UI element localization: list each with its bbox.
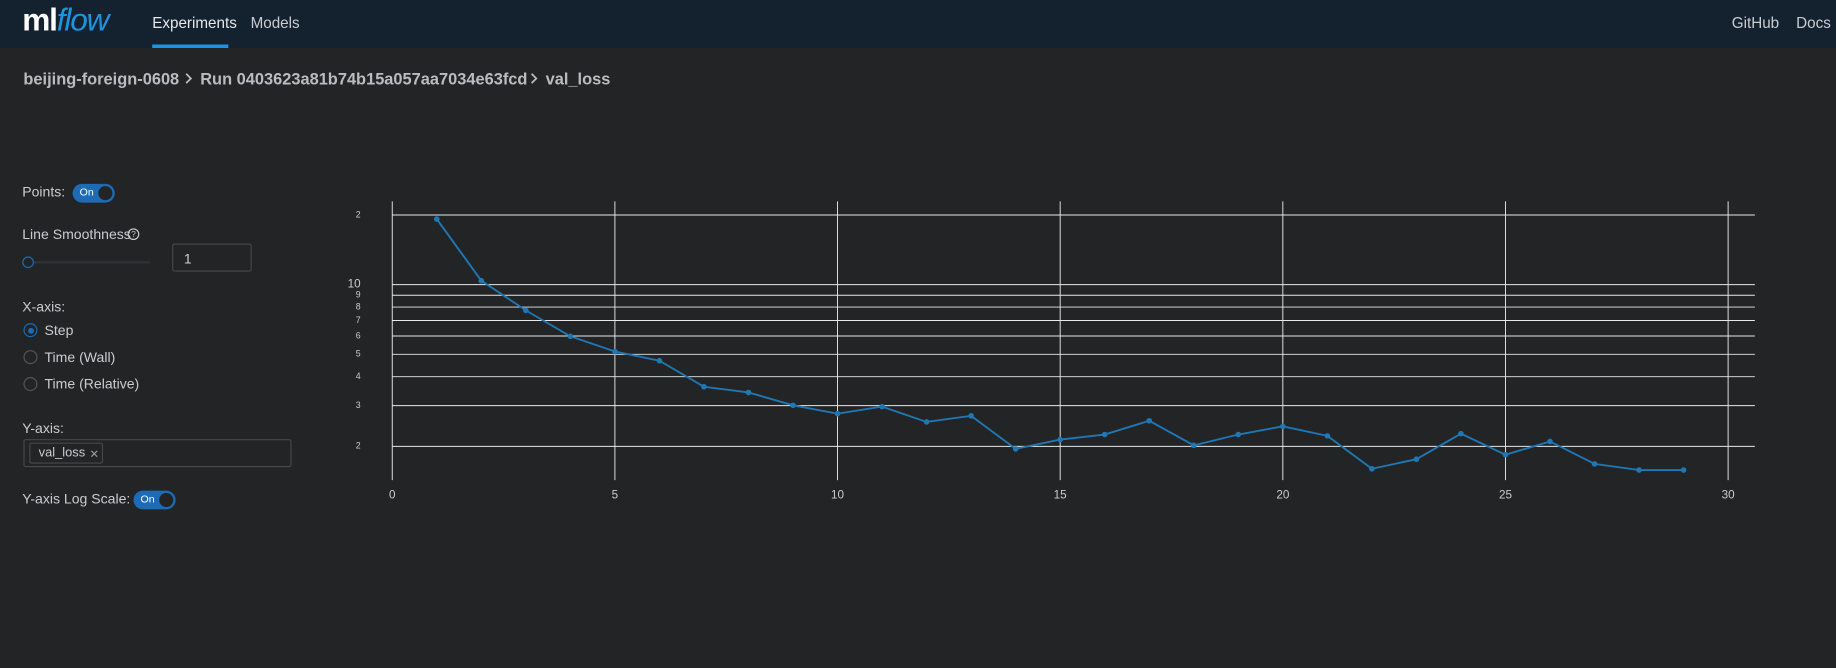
toggle-text: On	[140, 492, 155, 505]
data-point	[745, 389, 752, 396]
data-point	[1280, 423, 1286, 430]
data-point	[433, 216, 440, 222]
nav-link[interactable]: Experiments	[152, 14, 237, 32]
label: Y-axis:	[22, 420, 64, 437]
y-tick-label: 4	[356, 371, 361, 381]
data-point	[1190, 442, 1197, 449]
y-tick-label: 5	[356, 349, 361, 359]
smoothness-input[interactable]: 1	[172, 243, 252, 272]
x-tick-label: 20	[1276, 488, 1290, 501]
data-point	[1057, 436, 1063, 443]
data-point	[1101, 431, 1108, 438]
data-point	[879, 403, 885, 410]
y-tick-label: 9	[356, 290, 361, 300]
nav-link[interactable]: Docs	[1796, 14, 1831, 32]
data-point	[1458, 430, 1464, 437]
slider-track	[23, 261, 150, 264]
data-point	[834, 410, 841, 417]
radio-label[interactable]: Time (Wall)	[44, 348, 116, 366]
breadcrumb-current: val_loss	[545, 69, 611, 88]
y-tick-label: 10	[348, 278, 362, 291]
input-value: 1	[183, 250, 192, 267]
navbar: mlflow Experiments Models GitHub Docs	[0, 0, 1836, 49]
radio[interactable]	[23, 350, 38, 365]
data-point	[701, 383, 707, 390]
data-point	[612, 348, 618, 355]
logo-ml: ml	[22, 2, 58, 38]
data-point	[968, 413, 974, 419]
y-tick-label: 2	[356, 441, 361, 451]
chevron	[185, 73, 193, 84]
data-point	[656, 357, 663, 364]
data-point	[1680, 467, 1687, 473]
y-tick-label: 6	[356, 330, 361, 340]
y-tick-label: 3	[356, 400, 361, 410]
radio[interactable]	[23, 377, 38, 392]
data-point	[1369, 465, 1375, 472]
label: Points:	[22, 183, 66, 201]
tag-text: val_loss	[38, 446, 86, 461]
points-toggle[interactable]: On	[72, 183, 115, 203]
x-tick-label: 0	[389, 488, 396, 501]
x-tick-label: 15	[1054, 488, 1068, 501]
nav-link[interactable]: Models	[250, 14, 300, 32]
data-point	[567, 333, 574, 340]
active-underline	[152, 44, 229, 49]
data-point	[478, 277, 485, 284]
x-tick-label: 25	[1499, 488, 1512, 501]
y-tick-label: 8	[356, 301, 361, 311]
data-point	[523, 307, 529, 314]
radio-selected[interactable]	[23, 323, 38, 338]
x-tick-label: 10	[831, 488, 845, 501]
breadcrumb-link[interactable]: Run 0403623a81b74b15a057aa7034e63fcd	[200, 69, 528, 88]
x-tick-label: 30	[1722, 488, 1735, 501]
radio-label[interactable]: Step	[44, 321, 74, 339]
label: X-axis:	[22, 298, 66, 315]
tag-remove[interactable]	[90, 450, 98, 458]
radio-label[interactable]: Time (Relative)	[44, 375, 140, 393]
svg-text:?: ?	[131, 230, 136, 239]
y-axis-select[interactable]: val_loss	[23, 439, 292, 468]
data-point	[1502, 451, 1509, 458]
breadcrumb-link[interactable]: beijing-foreign-0608	[23, 69, 180, 88]
data-point	[1591, 461, 1598, 467]
nav-link[interactable]: GitHub	[1731, 14, 1780, 32]
x-tick-label: 5	[612, 488, 619, 501]
data-point	[1324, 433, 1331, 439]
y-tick-label: 2	[356, 209, 361, 219]
chevron	[530, 73, 538, 84]
y-tick-label: 7	[356, 315, 361, 325]
data-point	[1547, 438, 1553, 445]
data-point	[923, 419, 930, 425]
data-point	[1146, 417, 1153, 424]
log-scale-toggle[interactable]: On	[133, 490, 176, 510]
metric-tag: val_loss	[29, 442, 104, 464]
data-point	[790, 402, 796, 409]
label: Line Smoothness	[22, 225, 131, 243]
slider-handle[interactable]	[22, 256, 34, 269]
data-point	[1235, 431, 1242, 438]
data-point	[1636, 467, 1642, 473]
label: Y-axis Log Scale:	[22, 490, 131, 507]
toggle-text: On	[79, 186, 94, 198]
data-point	[1413, 456, 1420, 463]
logo-flow: flow	[56, 2, 110, 38]
help-icon[interactable]: ?	[126, 227, 140, 241]
data-point	[1012, 446, 1019, 452]
logo[interactable]: mlflow	[22, 2, 110, 38]
